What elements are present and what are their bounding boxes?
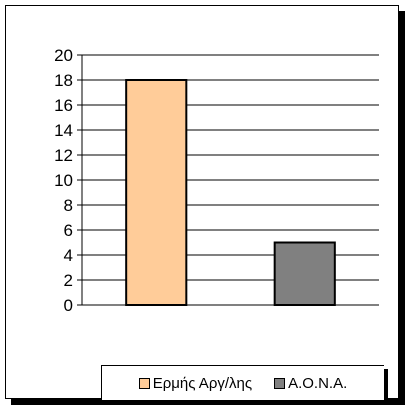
- chart-plot: 0 2 4 6 8 10 12 14 16 18 20: [54, 46, 379, 315]
- y-tick-label-6: 6: [64, 221, 73, 240]
- y-tick-label-0: 0: [64, 296, 73, 315]
- legend-label-ermis: Ερμής Αργ/λης: [152, 374, 253, 392]
- y-tick-label-20: 20: [54, 46, 73, 65]
- legend: Ερμής Αργ/λης Α.Ο.Ν.Α.: [101, 365, 384, 400]
- legend-label-aona: Α.Ο.Ν.Α.: [288, 374, 348, 392]
- legend-item-aona: Α.Ο.Ν.Α.: [274, 375, 347, 392]
- y-tick-label-16: 16: [54, 96, 73, 115]
- legend-item-ermis: Ερμής Αργ/λης: [138, 374, 253, 392]
- y-tick-label-4: 4: [64, 246, 73, 265]
- legend-swatch-aona: [274, 377, 286, 389]
- legend-swatch-ermis: [138, 377, 150, 389]
- y-tick-label-12: 12: [54, 146, 73, 165]
- y-tick-label-14: 14: [54, 121, 73, 140]
- y-tick-label-2: 2: [64, 271, 73, 290]
- y-tick-label-8: 8: [64, 196, 73, 215]
- bar-1: [273, 241, 336, 306]
- y-tick-label-18: 18: [54, 71, 73, 90]
- y-tick-label-10: 10: [54, 171, 73, 190]
- bar-0: [125, 79, 188, 306]
- chart-frame: 0 2 4 6 8 10 12 14 16 18 20 Ερμής Αργ/λης Α.Ο.Ν.Α.: [5, 5, 399, 400]
